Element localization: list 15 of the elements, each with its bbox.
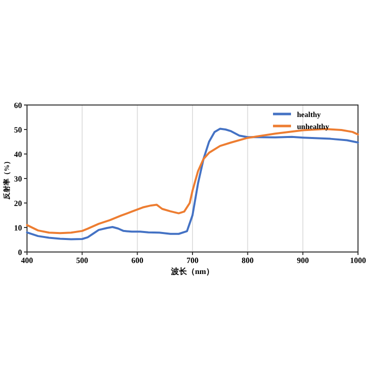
x-tick-label: 400	[21, 256, 33, 265]
x-tick-label: 1000	[350, 256, 366, 265]
y-tick-label: 10	[14, 224, 22, 232]
y-tick-label: 0	[18, 248, 22, 257]
x-tick-label: 700	[186, 256, 198, 265]
x-tick-label: 500	[76, 256, 88, 265]
y-tick-label: 30	[14, 174, 22, 184]
x-tick-label: 900	[296, 256, 309, 265]
x-tick-label: 600	[131, 256, 144, 265]
x-tick-label: 800	[242, 256, 254, 265]
y-tick-label: 40	[14, 150, 22, 159]
y-tick-label: 60	[14, 101, 22, 110]
x-axis-title: 波长（nm）	[170, 267, 214, 276]
y-tick-label: 20	[14, 199, 22, 208]
y-tick-label: 50	[14, 126, 22, 134]
